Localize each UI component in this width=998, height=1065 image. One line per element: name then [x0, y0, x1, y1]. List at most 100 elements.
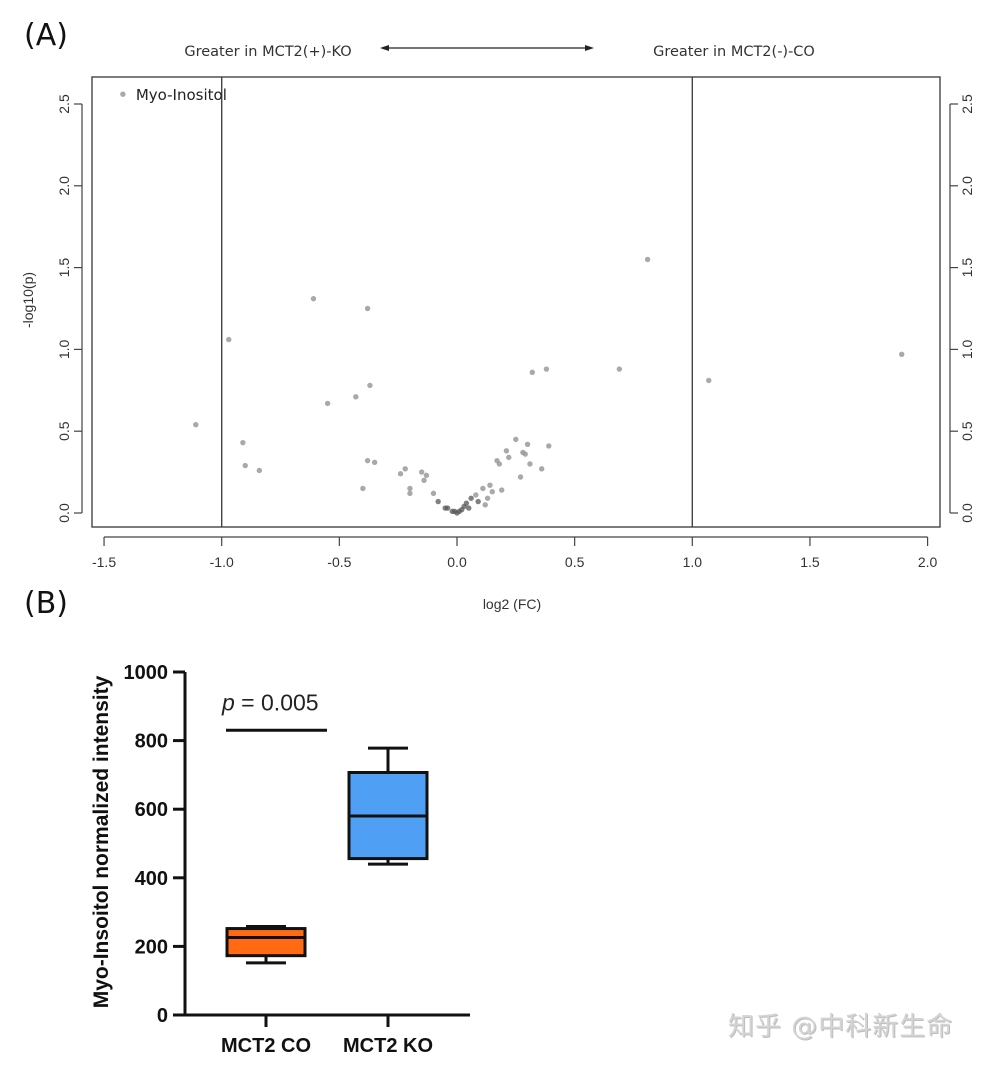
- y-axis-title: Myo-Insoitol normalized intensity: [90, 675, 113, 1008]
- data-point: [503, 448, 510, 454]
- data-point: [444, 505, 451, 511]
- data-point: [616, 366, 623, 372]
- data-point: [430, 490, 437, 497]
- data-point: [475, 498, 481, 505]
- data-point: [644, 256, 651, 263]
- data-point: [468, 495, 474, 501]
- x-tick-label: 2.0: [918, 554, 938, 570]
- y-tick-label: 0.0: [56, 503, 72, 523]
- data-point: [527, 461, 533, 467]
- data-point: [364, 305, 371, 312]
- data-point: [407, 490, 413, 497]
- data-point: [466, 505, 472, 511]
- data-point: [484, 495, 491, 501]
- data-point: [421, 477, 427, 483]
- data-point: [402, 466, 408, 472]
- data-point: [364, 457, 371, 464]
- x-tick-label: 1.5: [800, 554, 820, 570]
- annotation-label: Myo-Inositol: [136, 86, 227, 104]
- data-point: [256, 467, 263, 474]
- y-tick-label: 1.5: [56, 258, 72, 278]
- data-point: [310, 295, 317, 302]
- boxes: [225, 746, 429, 965]
- header-right-label: Greater in MCT2(-)-CO: [653, 44, 815, 60]
- data-point: [473, 492, 479, 498]
- y-tick-label-right: 1.5: [959, 258, 975, 278]
- data-point: [489, 489, 495, 495]
- data-point: [899, 351, 905, 358]
- y-tick-label: 800: [135, 731, 168, 753]
- plot-frame: [91, 76, 941, 528]
- box-mct2-co: [225, 925, 307, 965]
- data-point: [513, 436, 519, 443]
- y-tick-label: 1000: [124, 662, 169, 684]
- p-value-label: p = 0.005: [221, 689, 319, 715]
- x-tick-label: 0.5: [565, 554, 585, 570]
- point-annotation: Myo-Inositol: [136, 86, 227, 104]
- box-mct2-ko: [347, 746, 429, 866]
- data-point: [517, 474, 524, 480]
- significance-annotation: p = 0.005: [221, 689, 327, 732]
- y-axis-right: 0.0 0.5 1.0 1.5 2.0 2.5: [949, 94, 975, 523]
- y-tick-label: 1.0: [56, 339, 72, 359]
- data-point: [397, 471, 404, 477]
- data-point: [482, 502, 488, 508]
- header-left-label: Greater in MCT2(+)-KO: [184, 44, 351, 60]
- x-tick-label: -1.0: [210, 554, 234, 570]
- y-tick-label-right: 2.5: [959, 94, 975, 114]
- data-point: [193, 421, 199, 428]
- x-axis-title: log2 (FC): [483, 596, 541, 612]
- panel-b-label: (B): [24, 586, 68, 621]
- data-point: [371, 459, 378, 465]
- data-point: [226, 336, 232, 343]
- data-point: [423, 472, 430, 479]
- y-tick-label-right: 0.0: [959, 503, 975, 523]
- watermark: 知乎 @中科新生命: [728, 1012, 954, 1042]
- data-point: [499, 487, 505, 493]
- y-tick-label: 2.0: [56, 176, 72, 196]
- y-tick-label: 0.5: [56, 421, 72, 441]
- data-point: [242, 462, 248, 469]
- y-tick-label-right: 1.0: [959, 339, 975, 359]
- y-tick-label-right: 0.5: [959, 421, 975, 441]
- data-points: [120, 91, 905, 516]
- data-point: [543, 366, 550, 372]
- data-point: [480, 485, 486, 492]
- category-label: MCT2 CO: [221, 1035, 311, 1057]
- data-point: [522, 451, 528, 457]
- threshold-lines: [220, 77, 693, 527]
- data-point: [706, 377, 712, 384]
- data-point: [407, 485, 413, 492]
- data-point: [353, 394, 359, 400]
- x-tick-label: 1.0: [683, 554, 703, 570]
- data-point: [120, 91, 126, 97]
- y-tick-label: 200: [135, 936, 168, 958]
- y-tick-label: 0: [157, 1005, 168, 1027]
- y-axis-title: -log10(p): [20, 272, 36, 328]
- data-point: [240, 439, 246, 446]
- data-point: [324, 400, 331, 407]
- volcano-plot: Greater in MCT2(+)-KO Greater in MCT2(-)…: [20, 44, 975, 612]
- y-tick-label: 600: [135, 799, 168, 821]
- data-point: [524, 441, 531, 447]
- data-point: [435, 498, 441, 505]
- data-point: [496, 461, 503, 467]
- box-plot: 0 200 400 600 800 1000 MCT2 CO MCT2 KO p = 0.0…: [90, 662, 470, 1057]
- x-tick-label: -1.5: [92, 554, 116, 570]
- x-axis-categories: MCT2 CO MCT2 KO: [221, 1015, 433, 1057]
- x-tick-label: -0.5: [327, 554, 351, 570]
- y-tick-label-right: 2.0: [959, 176, 975, 196]
- category-label: MCT2 KO: [343, 1035, 433, 1057]
- data-point: [539, 466, 545, 472]
- y-tick-label: 2.5: [56, 94, 72, 114]
- panel-a-label: (A): [24, 18, 68, 53]
- x-axis: -1.5 -1.0 -0.5 0.0 0.5 1.0 1.5 2.0: [92, 536, 938, 570]
- data-point: [360, 485, 366, 492]
- y-axis-left: 0.0 0.5 1.0 1.5 2.0 2.5: [56, 94, 83, 523]
- data-point: [463, 500, 470, 506]
- data-point: [419, 469, 425, 475]
- x-tick-label: 0.0: [447, 554, 467, 570]
- y-axis-ticks: 0 200 400 600 800 1000: [124, 662, 185, 1027]
- double-arrow-icon: [380, 45, 594, 51]
